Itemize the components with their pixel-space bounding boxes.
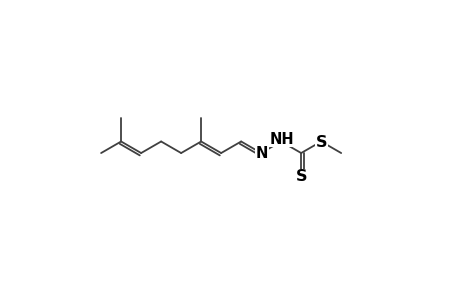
Text: S: S [315,135,327,150]
Text: N: N [255,146,268,161]
Text: NH: NH [269,132,294,147]
Text: S: S [296,169,307,184]
